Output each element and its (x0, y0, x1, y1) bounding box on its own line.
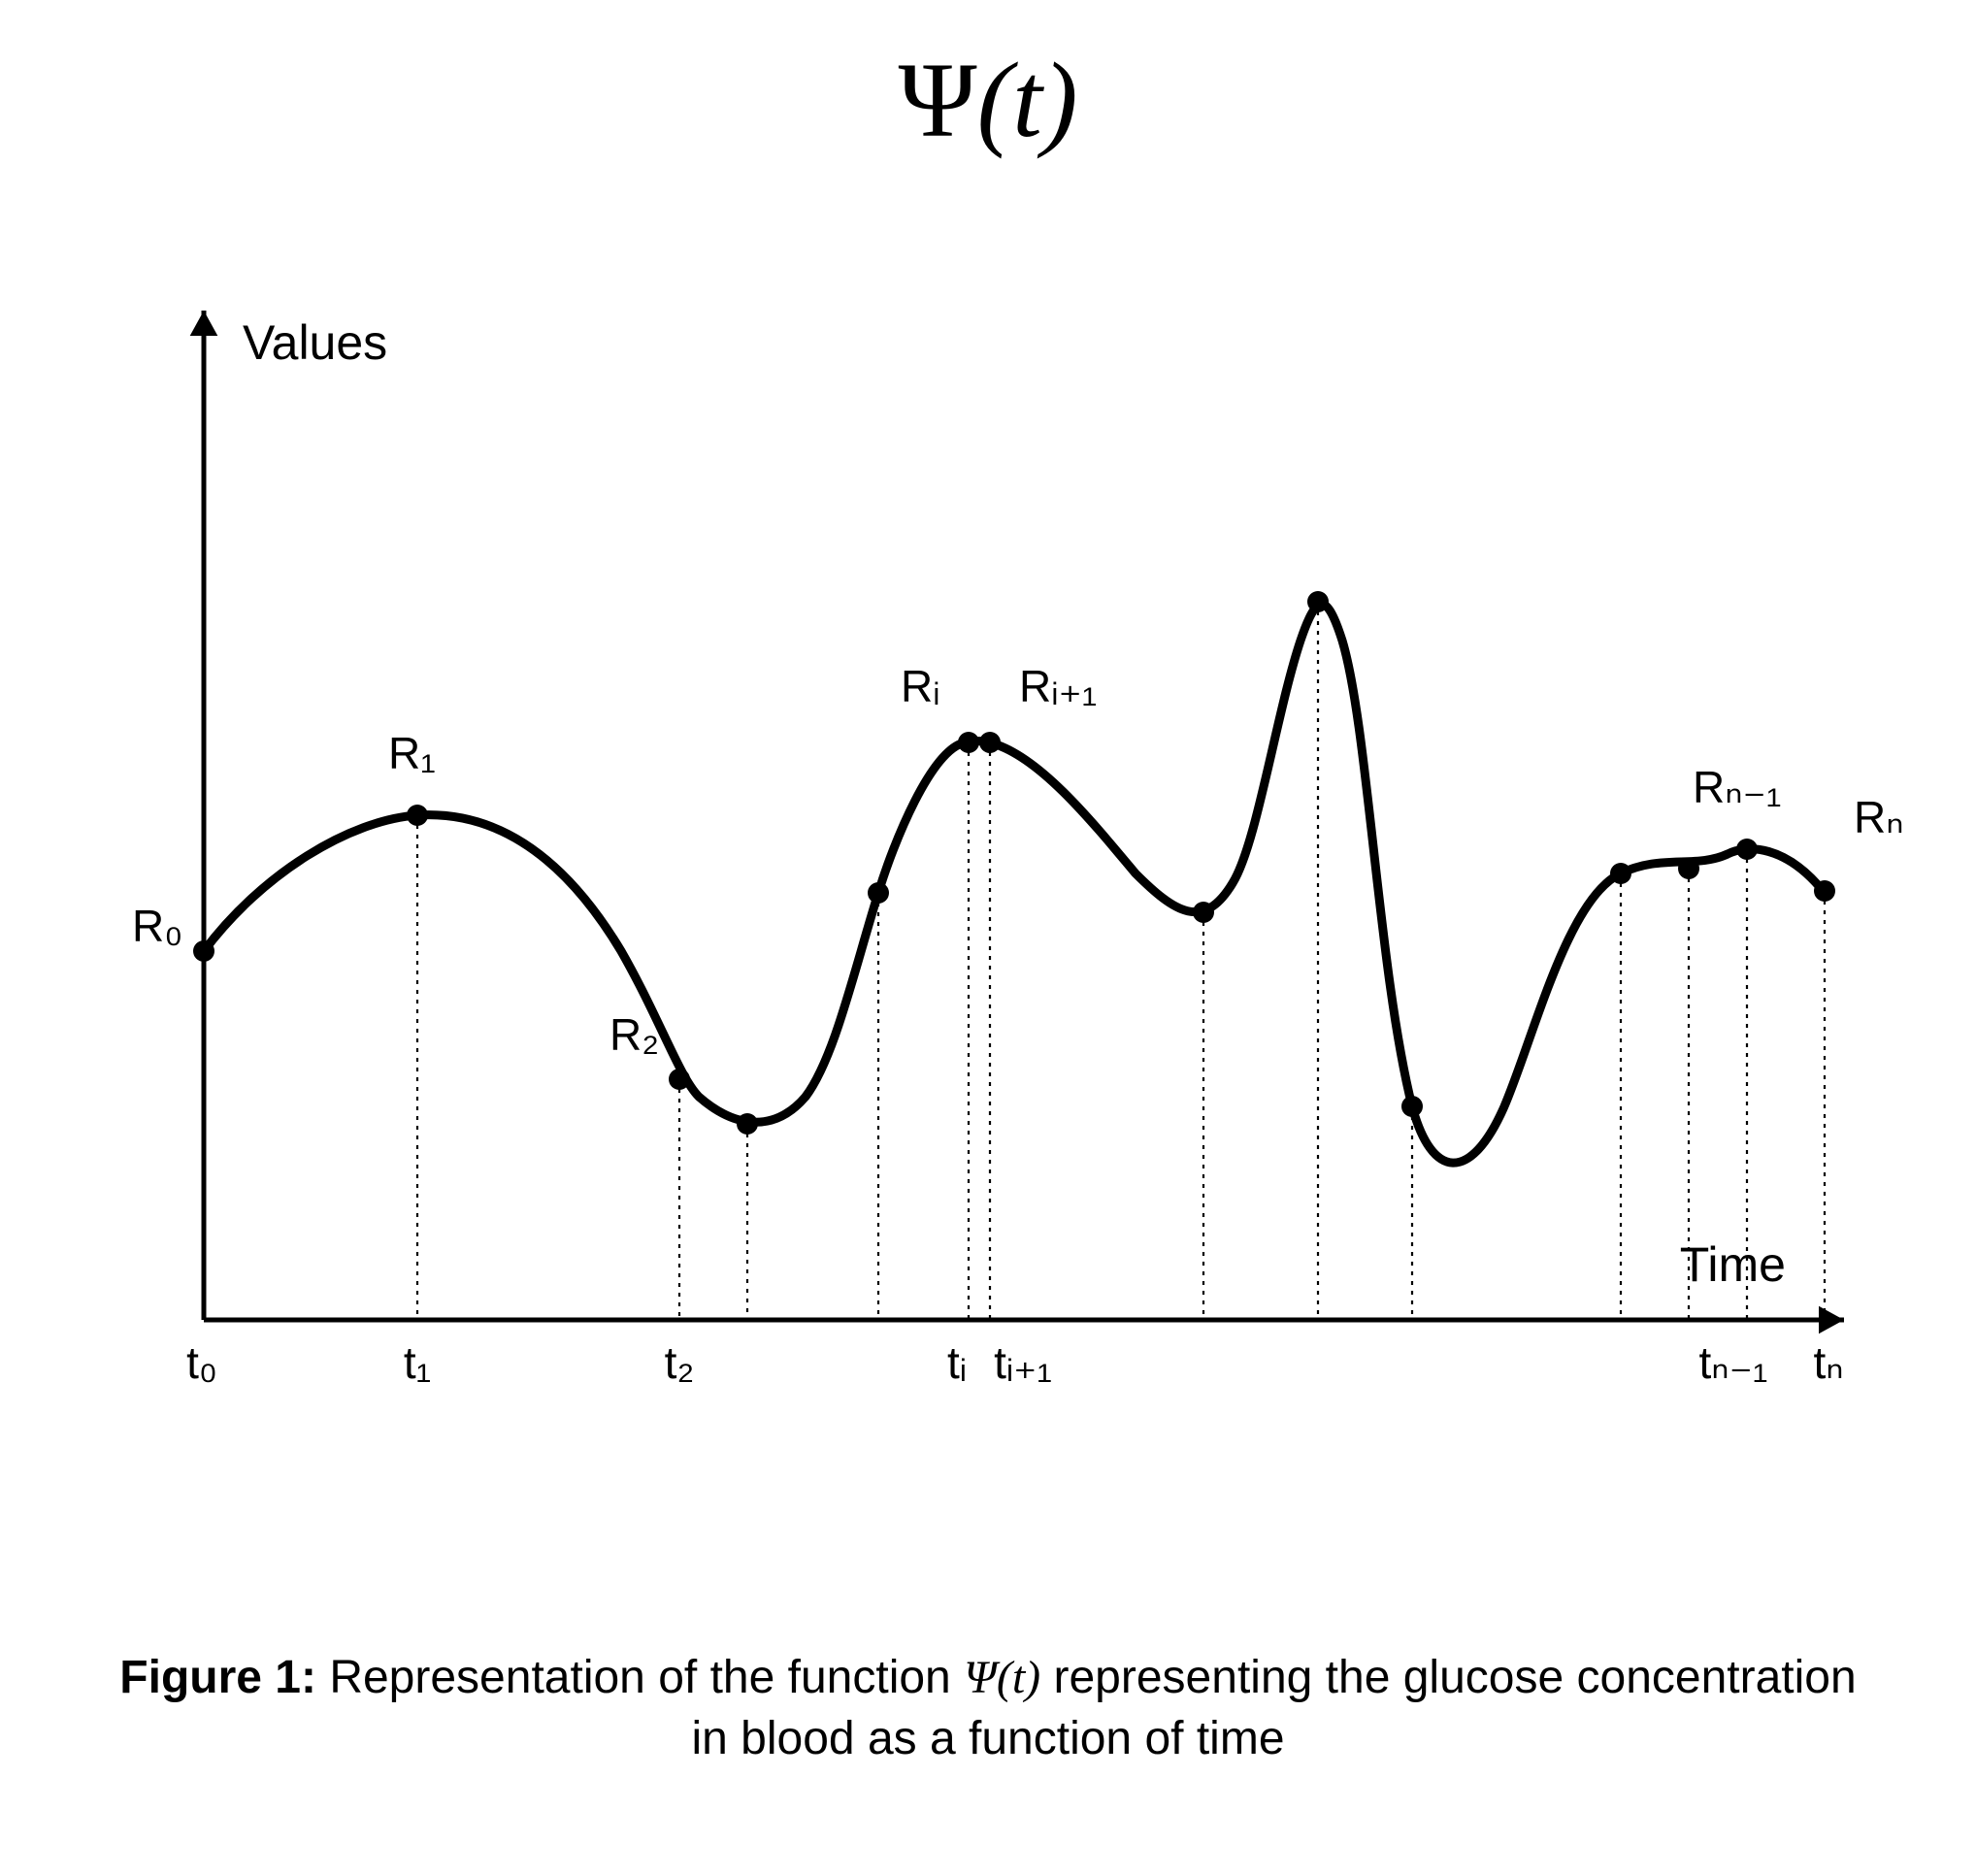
glucose-function-chart: t₀ t₁ t₂ tᵢ tᵢ₊₁ tₙ₋₁ tₙ R₀ R₁ R₂ Rᵢ Rᵢ₊₁ Rₙ₋₁ Rₙ Valu… (58, 252, 1931, 1475)
data-point (669, 1069, 690, 1090)
point-label: Rᵢ (901, 661, 939, 711)
x-tick-label: t₀ (186, 1337, 217, 1388)
data-point (1401, 1096, 1423, 1117)
point-label: Rᵢ₊₁ (1019, 661, 1097, 711)
x-tick-label: tᵢ₊₁ (994, 1337, 1052, 1388)
x-tick-label: t₁ (404, 1337, 431, 1388)
data-point (1678, 858, 1699, 879)
point-label: Rₙ (1854, 792, 1904, 842)
data-point (868, 882, 889, 904)
x-axis-label: Time (1680, 1237, 1786, 1292)
point-label: R₂ (609, 1009, 659, 1060)
data-point (407, 805, 428, 826)
x-tick-label: tᵢ (947, 1337, 967, 1388)
y-axis-arrow-icon (190, 311, 218, 336)
chart-title: Ψ(t) (0, 39, 1976, 162)
point-label: Rₙ₋₁ (1693, 762, 1781, 812)
figure-caption: Figure 1: Representation of the function… (97, 1648, 1879, 1769)
caption-psi: Ψ(t) (964, 1652, 1040, 1703)
data-point (958, 732, 979, 753)
data-point (1736, 839, 1758, 860)
x-tick-label: tₙ₋₁ (1699, 1337, 1768, 1388)
y-axis-label: Values (243, 315, 387, 370)
data-point (193, 940, 214, 962)
point-label: R₀ (132, 901, 182, 951)
caption-text-1: Representation of the function (316, 1652, 964, 1703)
data-point (1814, 880, 1835, 902)
x-axis-arrow-icon (1819, 1306, 1844, 1334)
data-point (1307, 591, 1329, 612)
data-point (1610, 863, 1631, 884)
psi-curve (204, 605, 1825, 1164)
data-point (1193, 902, 1214, 923)
x-tick-label: t₂ (665, 1337, 695, 1388)
data-point (737, 1113, 758, 1135)
caption-figure-label: Figure 1: (119, 1652, 316, 1703)
point-label: R₁ (388, 728, 436, 778)
data-point (979, 732, 1001, 753)
x-tick-label: tₙ (1813, 1337, 1843, 1388)
